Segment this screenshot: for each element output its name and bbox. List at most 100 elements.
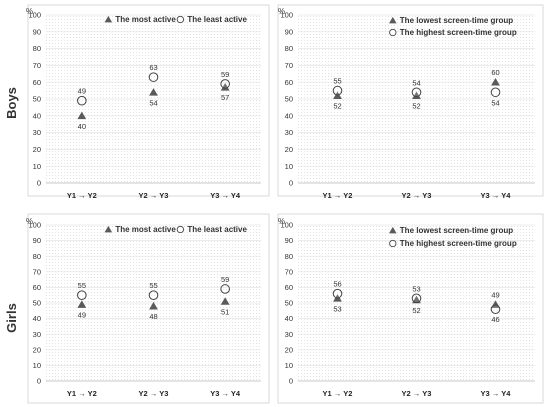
data-point-circle <box>490 304 501 315</box>
y-tick-label: 20 <box>33 145 41 154</box>
chart-1: 0 10 20 30 40 50 60 70 80 90 100% Y1 → Y2 Y2 → Y3 Y3 … <box>26 4 270 200</box>
legend-entry: The most active <box>115 15 176 24</box>
data-label: 52 <box>333 102 341 111</box>
data-label: 54 <box>412 78 420 87</box>
data-label: 53 <box>333 304 341 313</box>
y-tick-label: 0 <box>37 179 41 188</box>
y-tick-label: 10 <box>33 361 41 370</box>
data-label: 52 <box>412 102 420 111</box>
legend-entry: The highest screen-time group <box>400 239 517 248</box>
y-tick-label: 10 <box>285 162 293 171</box>
data-label: 60 <box>491 68 499 77</box>
y-tick-label: 70 <box>285 61 293 70</box>
data-point-circle <box>411 87 422 98</box>
x-tick-label: Y2 → Y3 <box>402 389 432 398</box>
data-point-triangle <box>220 297 230 305</box>
legend-entry: The highest screen-time group <box>400 28 517 37</box>
data-point-triangle <box>412 295 421 304</box>
legend-marker <box>176 15 185 24</box>
y-axis-label: % <box>278 7 285 16</box>
data-label: 55 <box>333 77 341 86</box>
y-tick-label: 10 <box>33 162 41 171</box>
y-tick-label: 80 <box>285 44 293 53</box>
legend-marker <box>389 28 397 37</box>
data-label: 59 <box>221 275 229 284</box>
y-tick-label: 60 <box>285 78 293 87</box>
data-label: 54 <box>149 98 157 107</box>
data-point-triangle <box>149 301 158 310</box>
y-tick-label: 80 <box>33 44 41 53</box>
data-point-triangle <box>77 111 87 120</box>
y-tick-label: 90 <box>33 27 41 36</box>
y-tick-label: 50 <box>33 299 41 308</box>
data-point-circle <box>148 72 159 82</box>
y-tick-label: 30 <box>33 128 41 137</box>
y-tick-label: 10 <box>285 361 293 370</box>
y-tick-label: 90 <box>285 27 293 36</box>
y-axis-label: % <box>26 217 33 226</box>
data-point-triangle <box>491 78 500 86</box>
y-tick-label: 0 <box>289 179 293 188</box>
y-tick-label: 100 <box>280 221 293 230</box>
chart-4: 0 10 20 30 40 50 60 70 80 90 100% Y1 → Y2 Y2 → Y3 Y3 … <box>277 213 544 404</box>
legend-marker <box>176 225 185 234</box>
chart-3: 0 10 20 30 40 50 60 70 80 90 100% Y1 → Y2 Y2 → Y3 Y3 … <box>26 213 270 404</box>
data-label: 46 <box>491 315 499 324</box>
data-label: 51 <box>221 307 229 316</box>
x-tick-label: Y3 → Y4 <box>210 191 241 200</box>
data-label: 48 <box>149 312 157 321</box>
y-tick-label: 100 <box>28 11 41 20</box>
data-label: 59 <box>221 70 229 79</box>
x-tick-label: Y3 → Y4 <box>481 389 512 398</box>
y-tick-label: 0 <box>289 377 293 386</box>
data-point-triangle <box>412 91 421 99</box>
data-point-circle <box>332 288 343 299</box>
data-point-circle <box>411 293 422 304</box>
y-tick-label: 90 <box>285 236 293 245</box>
data-point-circle <box>220 284 230 294</box>
y-tick-label: 80 <box>33 252 41 261</box>
data-point-triangle <box>149 88 158 96</box>
data-point-circle <box>148 290 159 301</box>
legend-entry: The least active <box>187 225 247 234</box>
legend-entry: The most active <box>115 225 176 234</box>
y-tick-label: 20 <box>285 345 293 354</box>
data-label: 49 <box>78 87 86 96</box>
chart-2: 0 10 20 30 40 50 60 70 80 90 100% Y1 → Y2 Y2 → Y3 Y3 … <box>277 4 544 200</box>
y-tick-label: 40 <box>33 314 41 323</box>
y-tick-label: 70 <box>33 61 41 70</box>
legend-marker <box>389 239 397 248</box>
y-tick-label: 100 <box>28 221 41 230</box>
y-tick-label: 70 <box>33 267 41 276</box>
legend-marker <box>104 225 113 233</box>
data-label: 57 <box>221 93 229 102</box>
data-point-circle <box>332 85 343 96</box>
x-tick-label: Y1 → Y2 <box>323 389 353 398</box>
y-tick-label: 20 <box>285 145 293 154</box>
y-axis-label: % <box>26 7 33 16</box>
legend-entry: The least active <box>187 15 247 24</box>
y-axis-label: % <box>278 217 285 226</box>
y-tick-label: 40 <box>285 111 293 120</box>
data-point-triangle <box>220 83 230 91</box>
data-point-circle <box>490 87 501 98</box>
legend-marker <box>389 226 397 234</box>
y-tick-label: 50 <box>285 95 293 104</box>
y-tick-label: 70 <box>285 267 293 276</box>
data-point-triangle <box>491 300 500 308</box>
data-point-circle <box>220 79 230 89</box>
x-tick-label: Y2 → Y3 <box>139 191 169 200</box>
y-tick-label: 40 <box>285 314 293 323</box>
data-point-triangle <box>77 300 87 308</box>
y-tick-label: 80 <box>285 252 293 261</box>
y-tick-label: 60 <box>33 283 41 292</box>
y-tick-label: 90 <box>33 236 41 245</box>
y-tick-label: 60 <box>33 78 41 87</box>
y-tick-label: 50 <box>285 299 293 308</box>
y-tick-label: 60 <box>285 283 293 292</box>
data-label: 49 <box>491 291 499 300</box>
legend-entry: The lowest screen-time group <box>400 16 513 25</box>
y-tick-label: 20 <box>33 345 41 354</box>
data-label: 52 <box>412 306 420 315</box>
data-point-circle <box>77 290 87 301</box>
